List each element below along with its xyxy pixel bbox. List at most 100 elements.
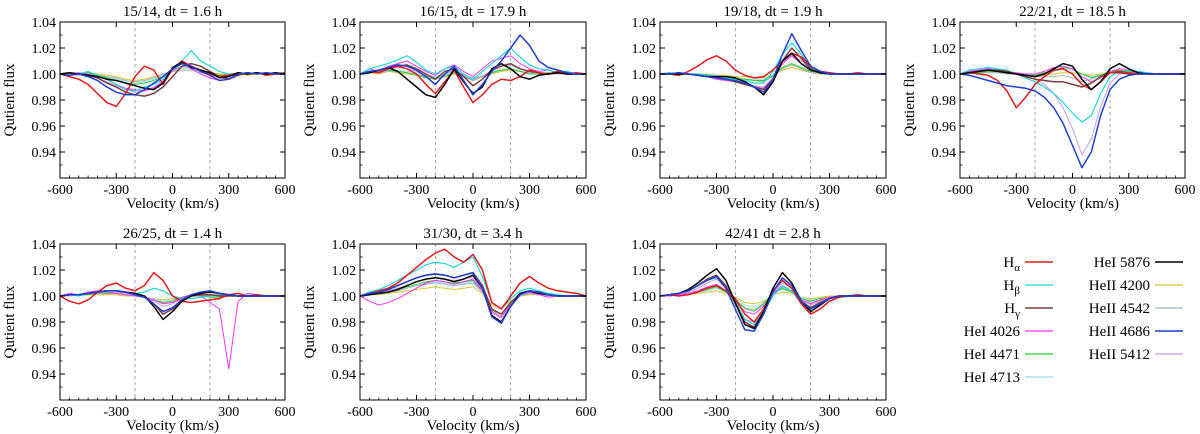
x-tick-label: 0 bbox=[169, 183, 176, 198]
x-tick-label: 0 bbox=[169, 405, 176, 420]
x-tick-label: -600 bbox=[47, 183, 73, 198]
y-tick-label: 1.00 bbox=[632, 290, 657, 305]
legend-label-HeII4686: HeII 4686 bbox=[1089, 324, 1151, 340]
y-tick-label: 0.98 bbox=[332, 316, 357, 331]
y-axis-label: Qutient flux bbox=[602, 63, 618, 136]
panel-title: 19/18, dt = 1.9 h bbox=[723, 4, 823, 20]
legend-label-HeII5412: HeII 5412 bbox=[1089, 347, 1150, 363]
x-tick-label: -600 bbox=[947, 183, 973, 198]
plot-frame bbox=[359, 243, 587, 401]
series-group bbox=[60, 271, 285, 370]
panel-title: 42/41 dt = 2.8 h bbox=[725, 226, 821, 242]
legend-label-HeI5876: HeI 5876 bbox=[1094, 255, 1151, 271]
x-tick-label: -300 bbox=[704, 183, 730, 198]
y-tick-label: 0.96 bbox=[32, 342, 57, 357]
x-tick-label: 0 bbox=[470, 183, 477, 198]
y-tick-label: 1.04 bbox=[632, 16, 657, 31]
y-tick-label: 1.02 bbox=[332, 42, 357, 57]
x-tick-label: 300 bbox=[819, 183, 840, 198]
y-tick-label: 0.94 bbox=[32, 368, 57, 383]
y-tick-label: 1.02 bbox=[32, 264, 57, 279]
panel-title: 31/30, dt = 3.4 h bbox=[423, 226, 523, 242]
panel-2: 16/15, dt = 17.9 h -600 -300 0 300 600 0.94 0.9… bbox=[302, 4, 597, 212]
y-axis-label: Qutient flux bbox=[602, 285, 618, 358]
y-tick-label: 1.04 bbox=[32, 16, 57, 31]
y-tick-label: 1.04 bbox=[932, 16, 957, 31]
y-axis-label: Qutient flux bbox=[902, 63, 918, 136]
x-tick-label: 600 bbox=[275, 183, 296, 198]
legend-label-sub: γ bbox=[1014, 308, 1020, 320]
y-tick-label: 0.98 bbox=[632, 316, 657, 331]
series-line-Hb bbox=[360, 47, 586, 80]
series-line-HeI5876 bbox=[660, 267, 886, 330]
x-tick-label: 300 bbox=[218, 405, 239, 420]
x-tick-label: 300 bbox=[1118, 183, 1139, 198]
plot-frame bbox=[359, 21, 587, 179]
panel-title: 26/25, dt = 1.4 h bbox=[123, 226, 223, 242]
x-tick-label: 600 bbox=[876, 183, 897, 198]
y-tick-label: 1.00 bbox=[332, 290, 357, 305]
series-line-HeI4026 bbox=[60, 290, 285, 370]
legend-label-HeI4026: HeI 4026 bbox=[964, 324, 1021, 340]
x-tick-label: 0 bbox=[1069, 183, 1076, 198]
plot-frame bbox=[959, 21, 1186, 179]
plot-frame bbox=[59, 243, 286, 401]
x-tick-label: -300 bbox=[704, 405, 730, 420]
y-tick-label: 0.98 bbox=[932, 94, 957, 109]
series-line-HeII4686 bbox=[360, 34, 586, 96]
legend-label-HeI4713: HeI 4713 bbox=[964, 370, 1020, 386]
y-tick-label: 1.04 bbox=[32, 238, 57, 253]
y-tick-label: 1.02 bbox=[632, 42, 657, 57]
series-group bbox=[360, 34, 586, 104]
y-tick-label: 1.00 bbox=[32, 68, 57, 83]
x-tick-label: 0 bbox=[770, 183, 777, 198]
y-tick-label: 0.96 bbox=[332, 120, 357, 135]
panel-title: 22/21, dt = 18.5 h bbox=[1019, 4, 1126, 20]
series-line-Hg bbox=[660, 274, 886, 328]
y-axis-label: Qutient flux bbox=[302, 63, 318, 136]
y-tick-label: 0.98 bbox=[32, 316, 57, 331]
y-tick-label: 0.96 bbox=[32, 120, 57, 135]
y-tick-label: 1.02 bbox=[632, 264, 657, 279]
x-tick-label: 600 bbox=[275, 405, 296, 420]
series-line-Ha bbox=[60, 271, 285, 305]
y-tick-label: 0.94 bbox=[632, 146, 657, 161]
y-tick-label: 0.94 bbox=[332, 146, 357, 161]
series-line-HeII4686 bbox=[360, 271, 586, 325]
panel-4: 22/21, dt = 18.5 h -600 -300 0 300 600 0.94 0.9… bbox=[902, 4, 1196, 212]
y-tick-label: 1.04 bbox=[632, 238, 657, 253]
x-tick-label: -600 bbox=[47, 405, 73, 420]
plot-frame bbox=[59, 21, 286, 179]
y-tick-label: 0.94 bbox=[632, 368, 657, 383]
y-tick-label: 1.02 bbox=[932, 42, 957, 57]
legend-label-Hb: Hβ bbox=[1004, 278, 1021, 297]
y-tick-label: 0.96 bbox=[632, 342, 657, 357]
legend-label-HeII4200: HeII 4200 bbox=[1089, 278, 1150, 294]
y-tick-label: 0.96 bbox=[932, 120, 957, 135]
x-axis-label: Velocity (km/s) bbox=[427, 196, 520, 212]
x-tick-label: -300 bbox=[404, 183, 430, 198]
x-axis-label: Velocity (km/s) bbox=[126, 418, 219, 434]
x-tick-label: -600 bbox=[647, 183, 673, 198]
series-line-Hb bbox=[360, 256, 586, 310]
y-axis-label: Qutient flux bbox=[2, 285, 18, 358]
y-tick-label: 0.94 bbox=[932, 146, 957, 161]
x-tick-label: -300 bbox=[103, 405, 129, 420]
x-tick-label: -300 bbox=[404, 405, 430, 420]
y-tick-label: 1.02 bbox=[332, 264, 357, 279]
series-line-HeII4686 bbox=[960, 73, 1185, 169]
x-axis-label: Velocity (km/s) bbox=[126, 196, 219, 212]
series-group bbox=[660, 32, 886, 96]
y-tick-label: 1.04 bbox=[332, 238, 357, 253]
series-line-HeII4542 bbox=[360, 282, 586, 318]
x-tick-label: -300 bbox=[1003, 183, 1029, 198]
series-group bbox=[660, 267, 886, 332]
y-axis-label: Qutient flux bbox=[302, 285, 318, 358]
series-line-HeII4686 bbox=[60, 290, 285, 313]
y-tick-label: 1.04 bbox=[332, 16, 357, 31]
y-tick-label: 1.00 bbox=[632, 68, 657, 83]
x-tick-label: 300 bbox=[819, 405, 840, 420]
legend-label-base: H bbox=[1003, 255, 1014, 271]
x-tick-label: 600 bbox=[1175, 183, 1196, 198]
